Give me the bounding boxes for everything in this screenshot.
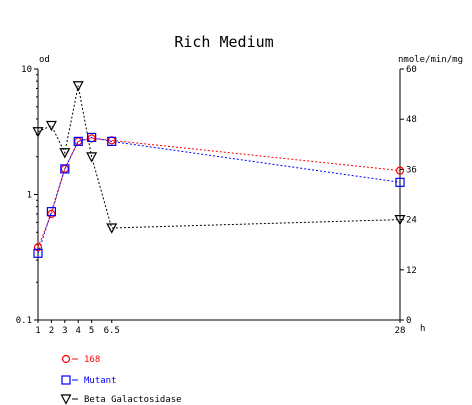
x-tick-label: 4: [76, 326, 81, 336]
data-point-beta-galactosidase: [45, 120, 57, 132]
x-axis-label: h: [420, 324, 425, 334]
data-point-mutant: [46, 207, 57, 217]
data-point-168: [395, 166, 405, 175]
data-point-mutant: [87, 132, 97, 143]
legend: 168 Mutant Beta Galactosidase: [60, 354, 182, 405]
series-lines: [37, 85, 401, 254]
data-point-mutant: [33, 248, 43, 258]
data-point-beta-galactosidase: [32, 127, 44, 138]
legend-marker-168: [61, 354, 71, 364]
x-tick-label: 5: [89, 326, 94, 336]
x-tick-label: 2: [49, 326, 54, 336]
series-line-beta-galactosidase: [37, 85, 401, 229]
left-tick-label: 10: [21, 65, 32, 75]
series-line-168: [37, 137, 401, 248]
legend-label-mutant: Mutant: [84, 376, 117, 386]
legend-marker-mutant: [61, 375, 71, 385]
data-point-beta-galactosidase: [106, 223, 118, 234]
data-point-mutant: [395, 177, 405, 187]
data-point-mutant: [73, 136, 83, 146]
chart-title: Rich Medium: [174, 33, 273, 51]
x-tick-label: 1: [35, 326, 40, 336]
data-point-168: [33, 243, 43, 252]
legend-label-beta-galactosidase: Beta Galactosidase: [84, 395, 182, 405]
x-tick-label: 6.5: [104, 326, 120, 336]
right-tick-label: 24: [406, 216, 417, 226]
left-axis-label: od: [39, 55, 50, 65]
data-point-beta-galactosidase: [394, 215, 406, 226]
data-point-beta-galactosidase: [59, 148, 71, 159]
x-tick-label: 28: [395, 326, 406, 336]
right-tick-label: 36: [406, 165, 417, 175]
right-tick-label: 60: [406, 65, 417, 75]
left-tick-label: 0.1: [16, 316, 32, 326]
data-point-168: [47, 209, 56, 219]
right-tick-label: 0: [406, 316, 411, 326]
series-markers: [32, 81, 406, 258]
right-tick-label: 12: [406, 266, 417, 276]
right-tick-label: 48: [406, 115, 417, 125]
data-point-beta-galactosidase: [72, 81, 84, 92]
legend-label-168: 168: [84, 355, 100, 365]
series-line-mutant: [37, 136, 401, 254]
left-tick-label: 1: [27, 191, 32, 201]
data-point-mutant: [107, 136, 117, 146]
data-point-beta-galactosidase: [86, 152, 98, 163]
data-point-mutant: [60, 164, 70, 174]
legend-marker-beta-galactosidase: [60, 394, 72, 405]
x-tick-label: 3: [62, 326, 67, 336]
right-axis-label: nmole/min/mg: [398, 55, 463, 65]
